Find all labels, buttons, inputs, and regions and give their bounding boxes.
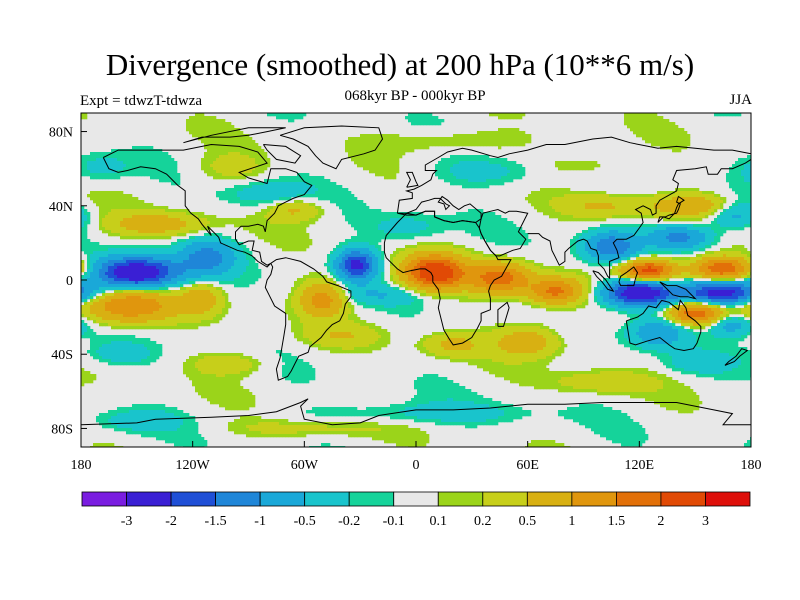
colorbar-swatch	[437, 491, 484, 507]
experiment-label: Expt = tdwzT-tdwza	[80, 93, 203, 109]
colorbar-swatch	[616, 491, 662, 507]
colorbar-label: -1.5	[205, 514, 227, 529]
colorbar-label: 1.5	[608, 514, 626, 529]
colorbar-swatch	[215, 491, 261, 507]
lon-tick-label: 120W	[176, 458, 211, 473]
colorbar-label: -0.2	[338, 514, 360, 529]
lon-tick-label: 0	[413, 458, 420, 473]
colorbar-label: 0.1	[430, 514, 448, 529]
lat-tick-label: 40S	[51, 348, 73, 363]
colorbar-swatch	[304, 491, 350, 507]
lon-tick-label: 60E	[516, 458, 539, 473]
colorbar-label: -0.5	[294, 514, 316, 529]
lat-tick-label: 80S	[51, 422, 73, 437]
lat-tick-label: 40N	[49, 200, 73, 215]
colorbar-label: -1	[254, 514, 266, 529]
colorbar-label: -3	[121, 514, 133, 529]
colorbar-swatch	[705, 491, 751, 507]
colorbar-swatch	[259, 491, 306, 507]
colorbar-swatch	[526, 491, 573, 507]
chart-title: Divergence (smoothed) at 200 hPa (10**6 …	[105, 47, 695, 82]
colorbar: -3 -2 -1.5 -1 -0.5 -0.2 -0.1 0.1 0.2 0.5 1 1.5 2 3	[81, 491, 751, 529]
colorbar-label: 2	[657, 514, 664, 529]
lon-tick-label: 180	[741, 458, 762, 473]
colorbar-swatch	[81, 491, 127, 507]
chart-subtitle: 068kyr BP - 000kyr BP	[344, 88, 486, 104]
colorbar-swatch	[482, 491, 528, 507]
lon-tick-label: 180	[71, 458, 92, 473]
lon-tick-label: 60W	[291, 458, 319, 473]
colorbar-label: 3	[702, 514, 709, 529]
colorbar-swatch	[126, 491, 172, 507]
colorbar-label: 1	[568, 514, 575, 529]
colorbar-label: -0.1	[383, 514, 405, 529]
colorbar-swatch	[393, 491, 439, 507]
season-label: JJA	[729, 92, 752, 108]
colorbar-label: 0.2	[474, 514, 492, 529]
coastlines	[80, 125, 752, 426]
colorbar-swatch	[170, 491, 216, 507]
latitude-axis: 80N 40N 0 40S 80S	[49, 126, 87, 437]
divergence-field	[81, 113, 752, 448]
colorbar-label: -2	[165, 514, 177, 529]
lon-tick-label: 120E	[625, 458, 655, 473]
colorbar-swatch	[660, 491, 706, 507]
colorbar-swatch	[348, 491, 395, 507]
longitude-axis: 180 120W 60W 0 60E 120E 180	[71, 441, 762, 473]
colorbar-swatch	[571, 491, 617, 507]
lat-tick-label: 80N	[49, 126, 73, 141]
lat-tick-label: 0	[66, 274, 73, 289]
colorbar-label: 0.5	[519, 514, 537, 529]
